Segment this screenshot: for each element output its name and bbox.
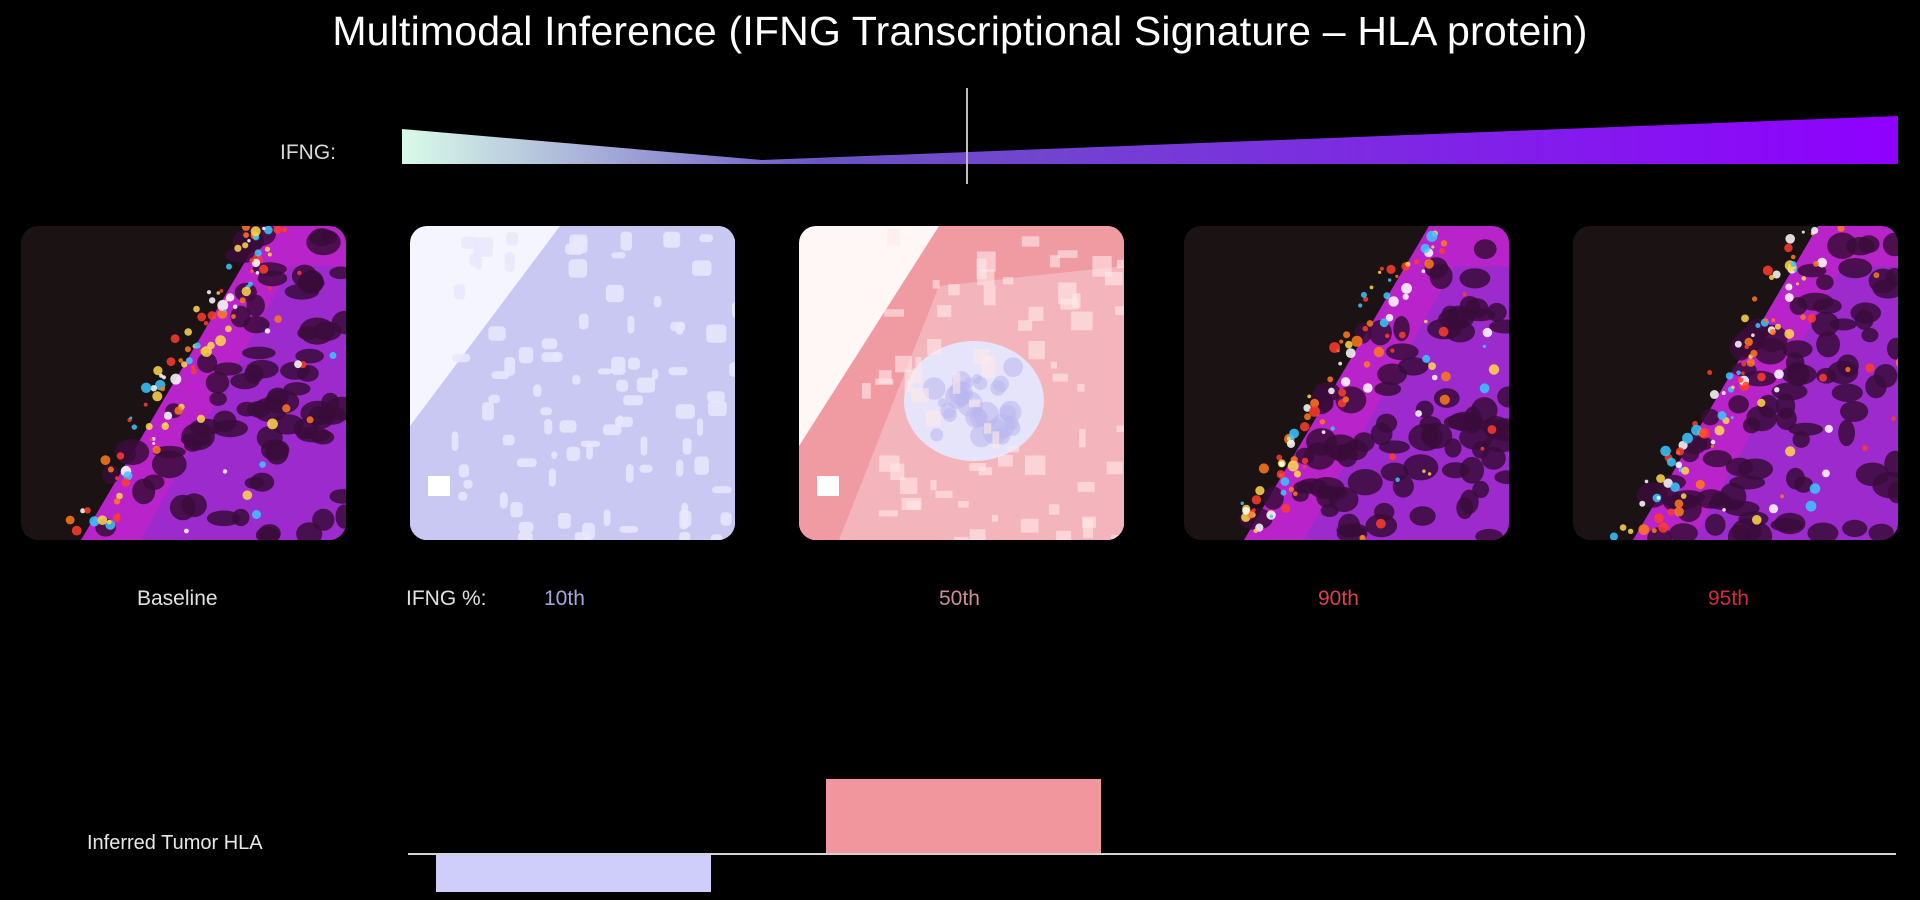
hla-bar-10th <box>436 855 711 892</box>
ifng-percentile-prefix: IFNG %: <box>406 587 487 610</box>
hla-bar-50th <box>826 779 1101 853</box>
baseline-label: Baseline <box>137 587 218 610</box>
ifng-gradient-ramp <box>402 116 1898 164</box>
ifng-ramp-shape <box>402 116 1898 164</box>
baseline-panel <box>21 226 346 540</box>
panel-95th-image <box>1573 226 1898 540</box>
panel-50th <box>799 226 1124 540</box>
baseline-image <box>21 226 346 540</box>
panel-95th <box>1573 226 1898 540</box>
hla-bar-chart <box>408 760 1896 900</box>
ifng-scale-label: IFNG: <box>280 141 336 164</box>
hla-baseline-axis <box>408 853 1896 855</box>
label-95th: 95th <box>1708 587 1749 610</box>
panel-90th-image <box>1184 226 1509 540</box>
label-50th: 50th <box>939 587 980 610</box>
panel-10th <box>410 226 735 540</box>
panel-10th-image <box>410 226 735 540</box>
ifng-ramp-marker <box>966 88 968 184</box>
panel-50th-image <box>799 226 1124 540</box>
label-10th: 10th <box>544 587 585 610</box>
page-title: Multimodal Inference (IFNG Transcription… <box>332 8 1588 54</box>
inferred-hla-label: Inferred Tumor HLA <box>87 832 263 854</box>
panel-90th <box>1184 226 1509 540</box>
label-90th: 90th <box>1318 587 1359 610</box>
